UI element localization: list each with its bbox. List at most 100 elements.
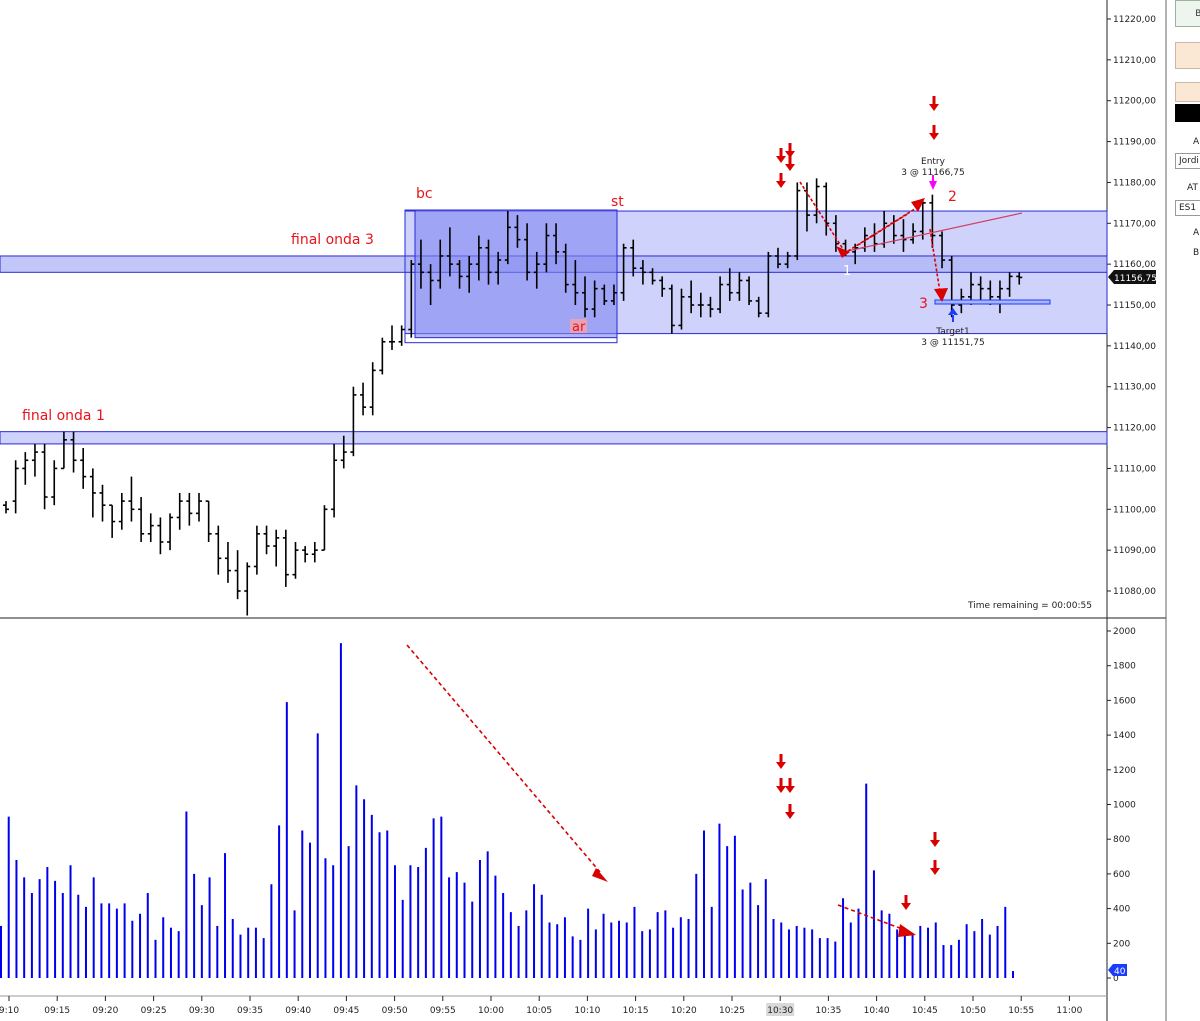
time-tick-label: 10:45 (912, 1006, 938, 1016)
ohlc-bar (118, 492, 125, 530)
down-arrow-icon (776, 754, 786, 769)
label-st: st (611, 194, 624, 210)
entry-label: Entry (921, 157, 946, 167)
ohlc-bar (746, 276, 753, 305)
price-tick-label: 11180,00 (1113, 178, 1156, 188)
arrow-head (785, 164, 795, 171)
price-tick-label: 11200,00 (1113, 97, 1156, 107)
price-tick-label: 11080,00 (1113, 587, 1156, 597)
time-remaining: Time remaining = 00:00:55 (967, 601, 1092, 611)
arrow-head (776, 762, 786, 769)
time-tick-label: 10:20 (671, 1006, 697, 1016)
time-tick-label: 10:55 (1008, 1006, 1034, 1016)
volume-tick-label: 1400 (1113, 731, 1136, 741)
ohlc-bar (823, 182, 830, 236)
ohlc-bar (755, 296, 762, 318)
ohlc-bar (475, 235, 482, 281)
ohlc-bar (620, 243, 627, 301)
ohlc-bar (649, 268, 656, 285)
ohlc-bar (205, 500, 212, 542)
volume-tick-label: 1000 (1113, 801, 1136, 811)
time-tick-label: 10:25 (719, 1006, 745, 1016)
account-field[interactable]: Jordi (1175, 153, 1200, 169)
ohlc-bar (736, 272, 743, 301)
ohlc-bar (22, 452, 29, 485)
ohlc-bar (350, 386, 357, 457)
arrow-head (901, 903, 911, 910)
ohlc-bar (253, 525, 260, 575)
time-tick-label: 10:30 (767, 1006, 793, 1016)
price-tick-label: 11120,00 (1113, 424, 1156, 434)
ohlc-bar (630, 239, 637, 277)
ohlc-bar (533, 251, 540, 289)
ohlc-bar (157, 517, 164, 555)
volume-tick-label: 1800 (1113, 662, 1136, 672)
time-tick-label: 10:10 (574, 1006, 600, 1016)
ohlc-bar (601, 284, 608, 305)
vol-arrow-head-1-icon (592, 868, 608, 882)
ohlc-bar (707, 296, 714, 318)
down-arrow-icon (776, 778, 786, 793)
arrow-shaft (779, 173, 783, 182)
volume-tick-label: 2000 (1113, 627, 1136, 637)
ohlc-bar (128, 476, 135, 522)
time-tick-label: 10:50 (960, 1006, 986, 1016)
time-tick-label: 10:00 (478, 1006, 504, 1016)
ohlc-bar (398, 325, 405, 346)
price-tick-label: 11220,00 (1113, 15, 1156, 25)
ohlc-bar (1016, 272, 1023, 285)
wave-label-2: 2 (948, 189, 957, 205)
order-button-2[interactable]: F (1175, 82, 1200, 102)
wave-arrows (799, 181, 941, 293)
price-tick-label: 11160,00 (1113, 260, 1156, 270)
time-tick-label: 09:30 (189, 1006, 215, 1016)
zone-accumulation-box (414, 209, 618, 339)
wave-label-1: 1 (843, 264, 851, 279)
ohlc-bar (466, 255, 473, 293)
ohlc-bar (369, 362, 376, 416)
ohlc-bar (41, 443, 48, 510)
arrow-shaft (933, 860, 937, 869)
current-price-value: 11156,75 (1114, 274, 1157, 284)
ohlc-bar (446, 227, 453, 277)
down-arrow-icon (929, 125, 939, 140)
time-highlight (766, 1003, 795, 1016)
ohlc-bar (765, 251, 772, 318)
ohlc-bar (109, 504, 116, 538)
ohlc-bar (553, 223, 560, 265)
instrument-field[interactable]: ES1 (1175, 200, 1200, 216)
target-arrow-icon (948, 308, 958, 322)
arrow-head (929, 133, 939, 140)
volume-tick-label: 200 (1113, 939, 1130, 949)
order-button-1[interactable]: F (1175, 42, 1200, 69)
arrow-shaft (933, 832, 937, 841)
down-arrow-icon (785, 143, 795, 158)
time-axis: 9:10 09:15 09:20 09:25 09:30 09:35 09:40 09:45 0… (0, 996, 1083, 1016)
time-tick-label: 09:20 (92, 1006, 118, 1016)
price-tick-label: 11100,00 (1113, 505, 1156, 515)
ohlc-bar (215, 525, 222, 575)
arrow-head-1-icon (836, 246, 850, 258)
down-arrow-icon (785, 156, 795, 171)
label-bc: bc (416, 186, 433, 202)
down-arrow-icon (930, 860, 940, 875)
volume-bars (0, 643, 1014, 978)
down-arrow-icon (929, 96, 939, 111)
wave-label-3: 3 (919, 296, 928, 312)
ohlc-bar (717, 276, 724, 314)
zones-layer (0, 209, 1108, 445)
current-volume-tag: 40 (1108, 964, 1127, 977)
price-tick-label: 11190,00 (1113, 138, 1156, 148)
buy-button[interactable]: BU (1175, 0, 1200, 27)
ohlc-bar (524, 223, 531, 281)
time-tick-label: 09:35 (237, 1006, 263, 1016)
ohlc-bar (900, 219, 907, 252)
ohlc-bar (514, 215, 521, 248)
target-order-line (934, 299, 1051, 305)
price-tick-label: 11140,00 (1113, 342, 1156, 352)
ohlc-bar (495, 251, 502, 285)
arrow-head (776, 181, 786, 188)
ohlc-bar (910, 223, 917, 244)
ohlc-bar (852, 243, 859, 265)
volume-tick-label: 600 (1113, 870, 1130, 880)
